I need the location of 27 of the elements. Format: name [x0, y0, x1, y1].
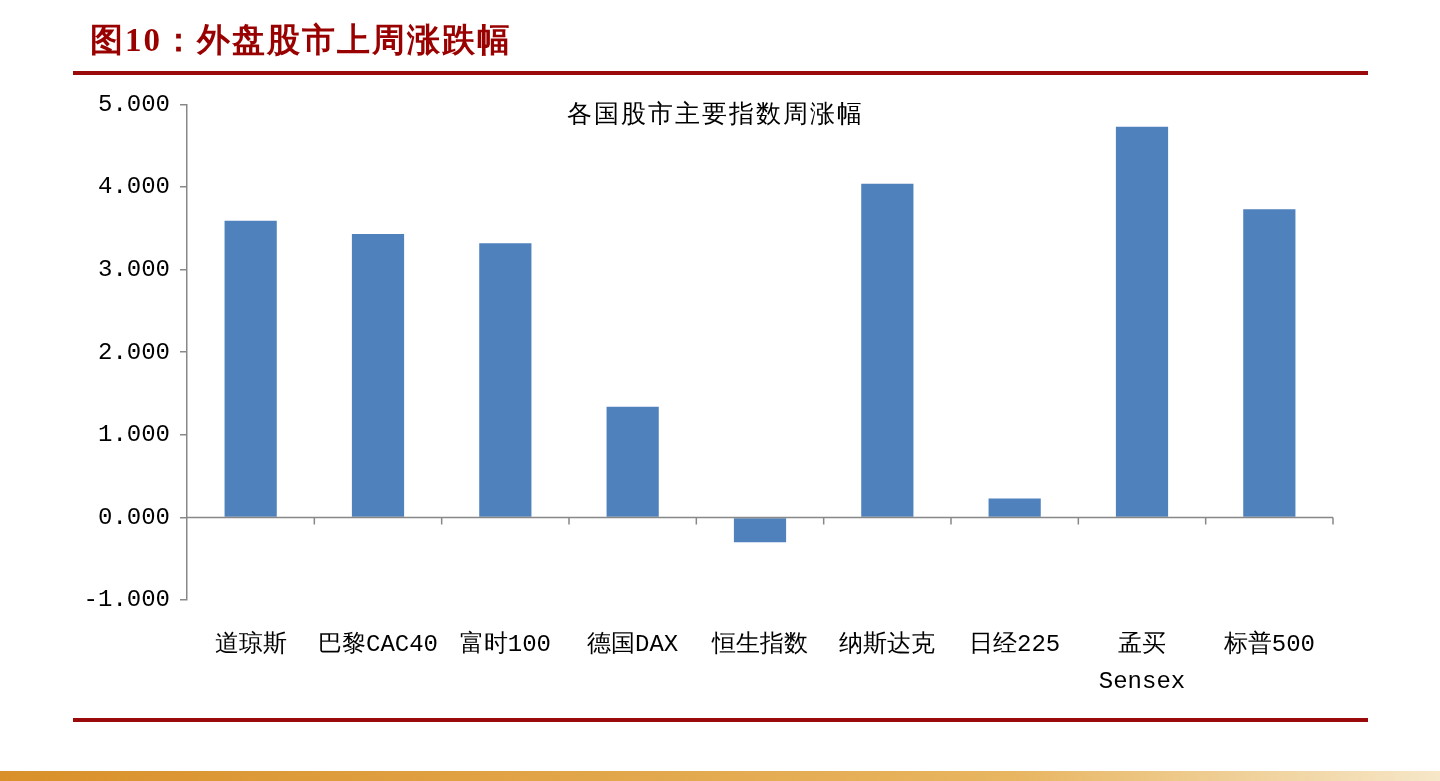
y-tick-label: 1.000: [97, 421, 170, 449]
chart-title: 图10：外盘股市上周涨跌幅: [90, 21, 512, 60]
x-tick-label: 标普500: [1222, 629, 1315, 658]
y-tick-label: 4.000: [97, 173, 170, 201]
y-tick-label: 2.000: [97, 338, 170, 366]
y-tick-label: 0.000: [97, 503, 170, 531]
x-tick-label: 德国DAX: [587, 630, 679, 658]
x-tick-label: 富时100: [459, 629, 551, 658]
y-tick-label: 3.000: [97, 255, 170, 283]
bar: [606, 406, 659, 517]
y-tick-label: 5.000: [97, 90, 170, 118]
x-tick-label: 巴黎CAC40: [317, 630, 439, 658]
y-tick-label: -1.000: [83, 586, 170, 614]
bar: [733, 518, 787, 543]
x-tick-label: 恒生指数: [711, 630, 808, 658]
bar: [988, 498, 1041, 517]
bar: [351, 234, 405, 517]
bar: [224, 220, 277, 517]
x-tick-label: 孟买Sensex: [1098, 630, 1186, 696]
bar: [861, 183, 914, 517]
chart-subtitle: 各国股市主要指数周涨幅: [566, 100, 864, 127]
x-tick-label: 道琼斯: [214, 629, 287, 658]
x-tick-label: 纳斯达克: [839, 630, 936, 658]
x-tick-label: 日经225: [969, 630, 1061, 658]
bar: [1243, 209, 1296, 517]
bar: [479, 243, 532, 517]
bar: [1115, 126, 1169, 517]
